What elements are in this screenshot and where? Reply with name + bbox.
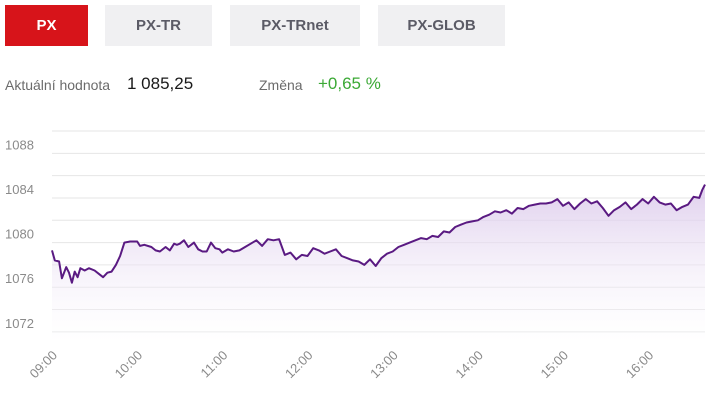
current-value: 1 085,25 [127,74,194,93]
change-label: Změna [259,77,303,93]
y-tick-label: 1080 [5,227,34,242]
tab-px-tr[interactable]: PX-TR [105,5,212,46]
x-tick-label: 15:00 [538,348,572,382]
x-tick-label: 09:00 [27,348,61,382]
y-tick-label: 1084 [5,182,34,197]
x-axis-ticks: 09:00 10:00 11:00 12:00 13:00 14:00 15:00 16:00 [27,348,657,382]
y-tick-label: 1076 [5,271,34,286]
x-tick-label: 10:00 [112,348,146,382]
change-value: +0,65 % [318,74,381,93]
current-value-label: Aktuální hodnota [5,77,111,93]
index-stats: Aktuální hodnota 1 085,25 Změna +0,65 % [5,72,705,98]
tab-px[interactable]: PX [5,5,88,46]
tab-px-trnet[interactable]: PX-TRnet [230,5,360,46]
x-tick-label: 11:00 [198,348,231,381]
y-axis-ticks: 1072 1076 1080 1084 1088 [5,137,34,331]
x-tick-label: 16:00 [623,348,657,382]
x-tick-label: 14:00 [452,348,486,382]
x-tick-label: 13:00 [367,348,401,382]
x-tick-label: 12:00 [282,348,316,382]
y-tick-label: 1088 [5,137,34,152]
tab-px-glob[interactable]: PX-GLOB [378,5,505,46]
price-line [51,184,706,284]
y-tick-label: 1072 [5,316,34,331]
